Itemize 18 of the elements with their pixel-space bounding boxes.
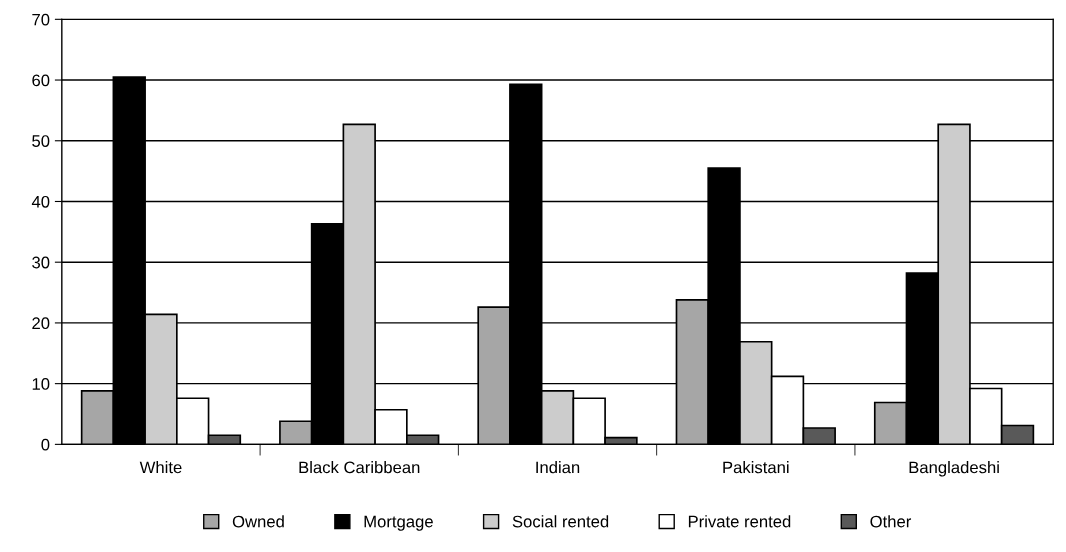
x-tick-label: Black Caribbean [299, 461, 420, 474]
y-tick-label: 20 [32, 317, 50, 330]
legend-label: Mortgage [364, 515, 433, 531]
y-tick-label: 30 [32, 256, 50, 269]
x-tick-label: Indian [536, 461, 580, 474]
legend-label: Other [870, 515, 912, 528]
y-tick-label: 60 [32, 74, 50, 87]
legend-label: Social rented [512, 515, 609, 528]
y-tick-label: 10 [32, 378, 50, 390]
y-tick-label: 50 [32, 135, 50, 147]
legend-label: Owned [232, 515, 284, 528]
legend-label: Private rented [688, 515, 791, 528]
y-tick-label: 40 [31, 195, 50, 208]
x-tick-label: Pakistani [723, 461, 789, 474]
x-tick-label: Bangladeshi [909, 461, 999, 477]
y-tick-label: 0 [41, 438, 50, 451]
x-tick-label: White [139, 461, 182, 474]
y-tick-label: 70 [32, 13, 50, 26]
